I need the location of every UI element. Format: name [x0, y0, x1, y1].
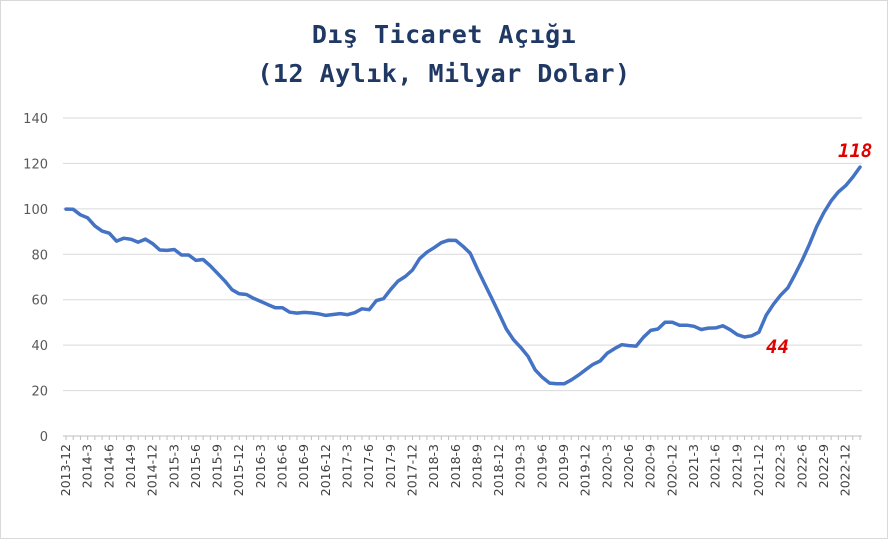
x-tick-label: 2017-3: [340, 444, 355, 488]
x-tick-label: 2019-6: [534, 444, 549, 488]
x-tick-label: 2014-12: [145, 444, 160, 496]
x-tick-label: 2022-6: [794, 444, 809, 488]
y-tick-label: 40: [31, 339, 48, 354]
x-tick-label: 2019-3: [513, 444, 528, 488]
x-axis: 2013-12 2014-3 2014-6 2014-9 2014-12 2015-3 20…: [58, 436, 861, 496]
x-tick-label: 2016-6: [275, 444, 290, 488]
x-tick-label: 2022-3: [773, 444, 788, 488]
y-tick-label: 0: [40, 430, 48, 445]
x-tick-label: 2018-9: [469, 444, 484, 488]
x-tick-label: 2016-3: [253, 444, 268, 488]
y-axis: 0 20 40 60 80 100 120 140: [23, 112, 48, 445]
y-tick-label: 100: [23, 203, 48, 218]
x-tick-label: 2019-9: [556, 444, 571, 488]
x-tick-label: 2021-6: [708, 444, 723, 488]
x-tick-label: 2020-6: [621, 444, 636, 488]
chart-subtitle: (12 Aylık, Milyar Dolar): [257, 59, 631, 88]
x-tick-label: 2021-12: [751, 444, 766, 496]
x-tick-label: 2018-3: [426, 444, 441, 488]
x-tick-label: 2015-3: [166, 444, 181, 488]
y-tick-label: 60: [31, 294, 48, 309]
x-tick-label: 2017-9: [383, 444, 398, 488]
x-tick-label: 2014-9: [123, 444, 138, 488]
x-tick-label: 2014-3: [80, 444, 95, 488]
x-tick-label: 2017-12: [404, 444, 419, 496]
x-tick-label: 2021-3: [686, 444, 701, 488]
x-tick-label: 2015-9: [210, 444, 225, 488]
annotation-peak: 118: [838, 140, 872, 162]
y-tick-label: 140: [23, 112, 48, 127]
x-tick-label: 2014-6: [101, 444, 116, 488]
x-tick-label: 2021-9: [729, 444, 744, 488]
y-tick-label: 80: [31, 248, 48, 263]
x-tick-label: 2017-6: [361, 444, 376, 488]
y-tick-label: 120: [23, 157, 48, 172]
x-tick-label: 2020-12: [664, 444, 679, 496]
annotation-trough: 44: [766, 336, 789, 358]
gridlines: [63, 117, 862, 437]
x-tick-label: 2018-6: [448, 444, 463, 488]
series-line: [64, 165, 862, 386]
series-layer: [64, 165, 862, 386]
y-tick-label: 20: [31, 385, 48, 400]
x-tick-label: 2018-12: [491, 444, 506, 496]
x-tick-label: 2022-9: [816, 444, 831, 488]
x-tick-label: 2015-6: [188, 444, 203, 488]
x-tick-label: 2016-12: [318, 444, 333, 496]
x-tick-label: 2015-12: [231, 444, 246, 496]
chart-title: Dış Ticaret Açığı: [311, 20, 577, 49]
x-tick-label: 2016-9: [296, 444, 311, 488]
x-tick-label: 2022-12: [838, 444, 853, 496]
x-tick-label: 2019-12: [578, 444, 593, 496]
x-tick-label: 2013-12: [58, 444, 73, 496]
x-tick-label: 2020-9: [643, 444, 658, 488]
x-tick-label: 2020-3: [599, 444, 614, 488]
